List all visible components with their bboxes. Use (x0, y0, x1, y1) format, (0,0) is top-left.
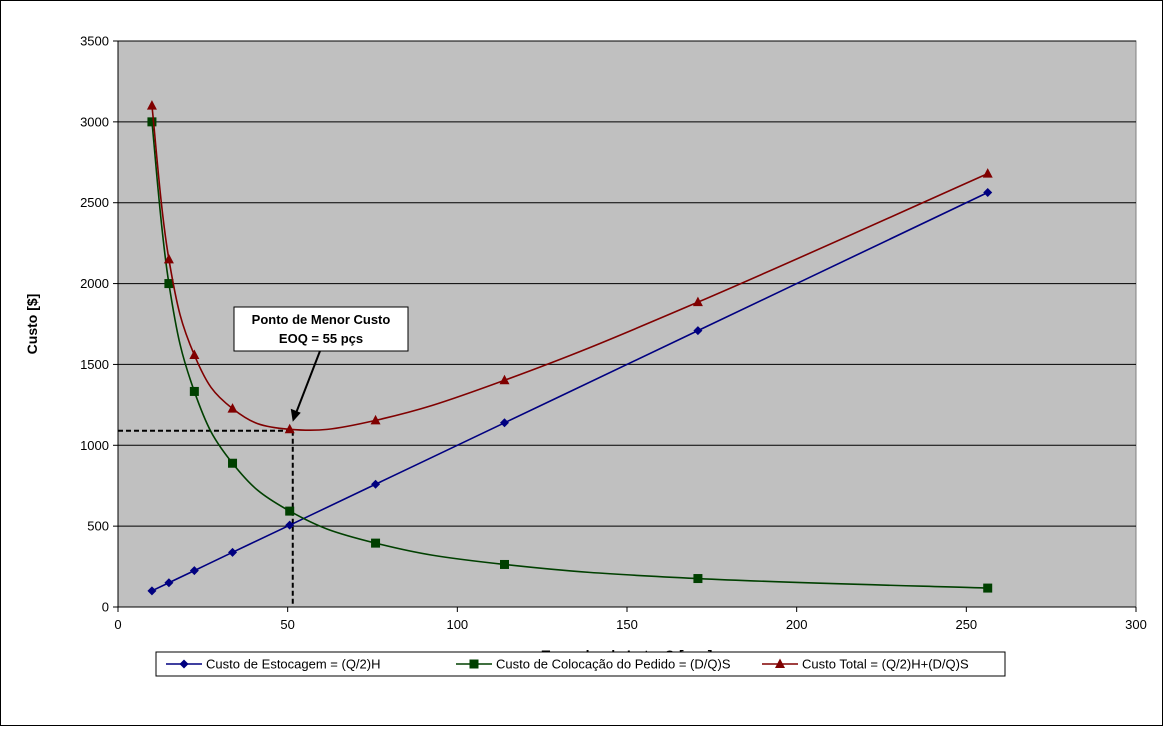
legend-box (155, 651, 1006, 677)
data-point-triangle (692, 296, 703, 307)
y-tick-label: 2500 (80, 195, 109, 210)
data-point-diamond (983, 188, 993, 198)
y-tick-label: 1000 (80, 438, 109, 453)
data-point-square (164, 279, 174, 289)
annotation-box (233, 306, 409, 352)
legend-marker-diamond (179, 659, 189, 669)
x-tick-label: 200 (786, 617, 808, 632)
data-point-triangle (370, 414, 381, 425)
data-point-diamond (693, 326, 703, 336)
legend-label: Custo de Estocagem = (Q/2)H (206, 657, 381, 672)
data-point-diamond (285, 520, 295, 530)
data-point-square (983, 583, 993, 593)
data-point-square (147, 117, 157, 127)
annotation-title: Ponto de Menor Custo (252, 312, 391, 327)
annotation-arrow-head (290, 408, 301, 422)
annotation-arrow-line (294, 350, 321, 415)
data-point-diamond (500, 418, 510, 428)
data-point-triangle (284, 423, 295, 434)
x-tick-label: 100 (446, 617, 468, 632)
series-line-triangle (151, 105, 989, 432)
y-tick-label: 500 (87, 519, 109, 534)
data-point-triangle (499, 374, 510, 385)
data-point-triangle (982, 168, 993, 178)
x-tick-label: 300 (1125, 617, 1147, 632)
data-point-diamond (228, 547, 238, 557)
data-point-square (500, 559, 510, 569)
data-point-diamond (189, 566, 199, 576)
data-point-diamond (371, 479, 381, 489)
data-point-triangle (189, 349, 200, 360)
y-axis-title: Custo [$] (24, 294, 40, 355)
data-point-triangle (163, 253, 174, 264)
legend-marker-triangle (775, 658, 785, 668)
data-point-square (189, 386, 199, 396)
x-tick-label: 150 (616, 617, 638, 632)
y-tick-label: 2000 (80, 276, 109, 291)
data-point-diamond (164, 578, 174, 588)
y-tick-label: 3000 (80, 114, 109, 129)
x-tick-label: 50 (280, 617, 294, 632)
data-point-triangle (146, 100, 157, 110)
data-point-triangle (227, 403, 238, 413)
y-tick-label: 0 (102, 600, 109, 615)
annotation-value: EOQ = 55 pçs (279, 331, 363, 346)
x-tick-label: 0 (114, 617, 121, 632)
legend-label: Custo Total = (Q/2)H+(D/Q)S (802, 657, 969, 672)
x-tick-label: 250 (955, 617, 977, 632)
data-point-square (228, 458, 238, 468)
legend-label: Custo de Colocação do Pedido = (D/Q)S (496, 657, 731, 672)
y-tick-label: 3500 (80, 34, 109, 49)
y-tick-label: 1500 (80, 357, 109, 372)
data-point-square (371, 538, 381, 548)
data-point-square (693, 574, 703, 584)
data-point-diamond (147, 586, 157, 596)
legend-marker-square (469, 659, 479, 669)
data-point-square (285, 506, 295, 516)
